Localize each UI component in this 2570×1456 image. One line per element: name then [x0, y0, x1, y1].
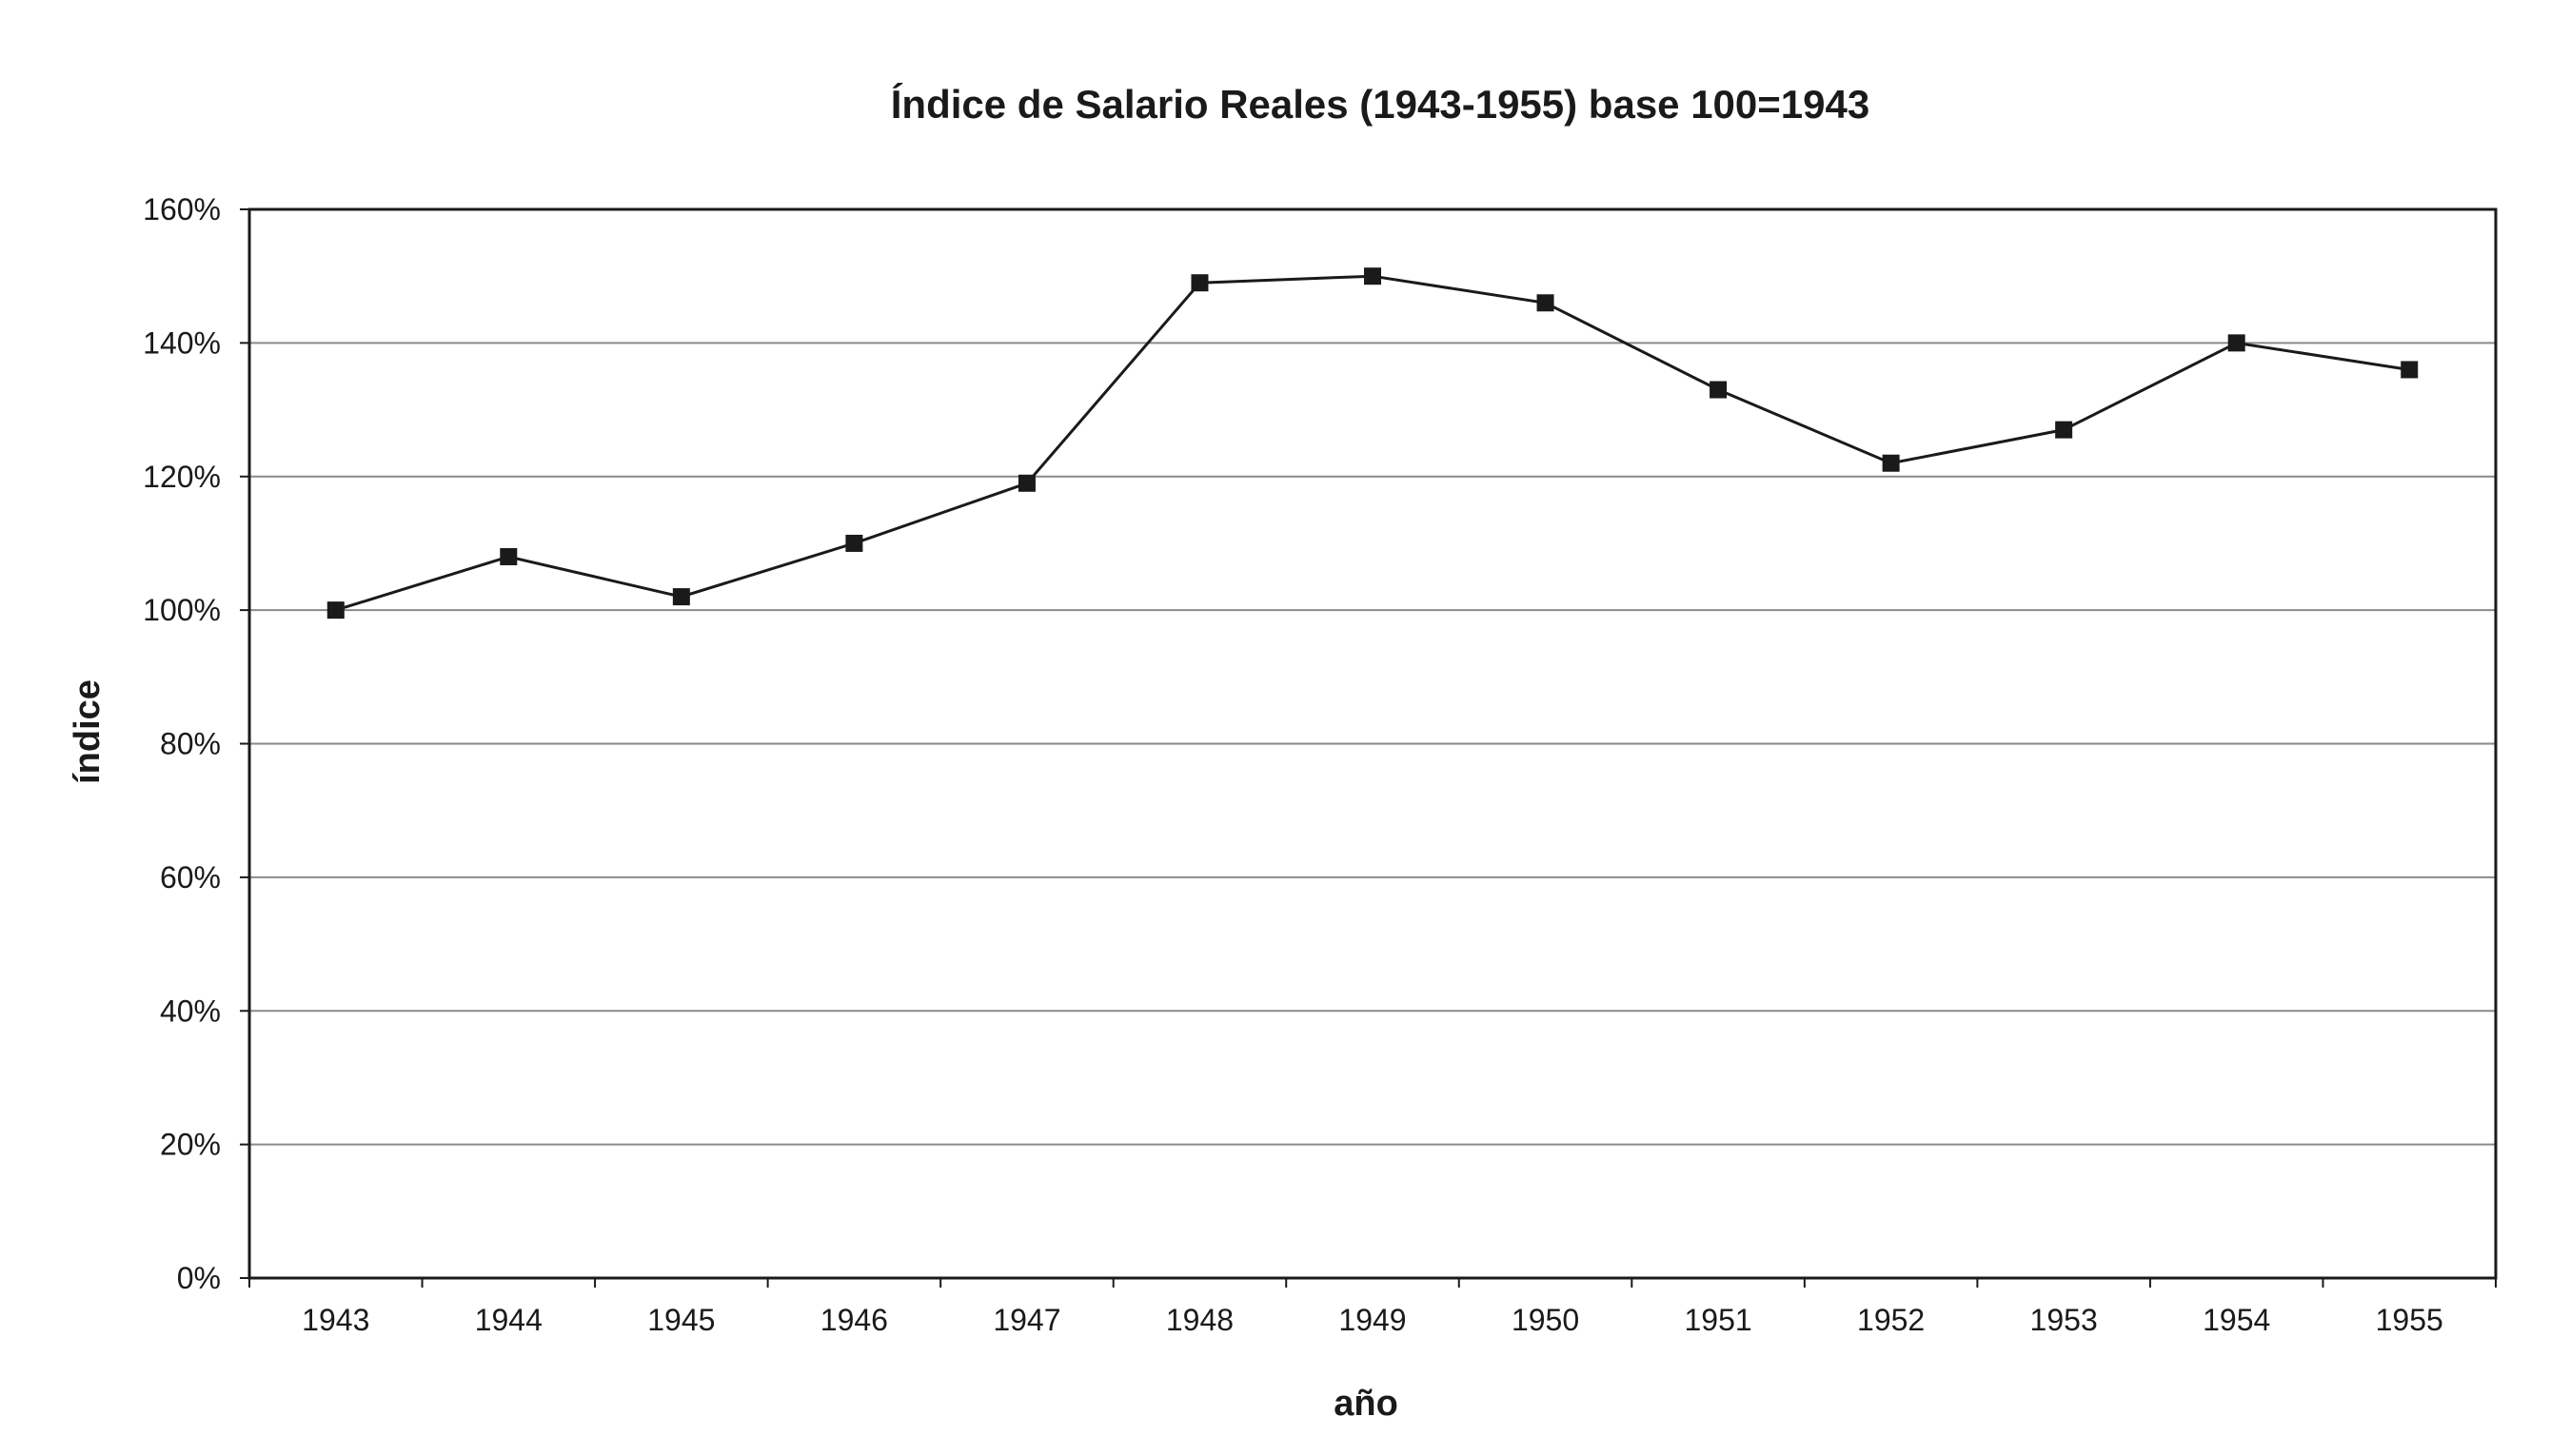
x-tick-label: 1953: [2030, 1303, 2098, 1337]
x-tick-label: 1947: [993, 1303, 1060, 1337]
x-tick-label: 1945: [647, 1303, 715, 1337]
y-tick-label: 80%: [160, 727, 221, 761]
y-tick-label: 120%: [143, 460, 221, 494]
data-point-marker: [500, 547, 518, 565]
data-point-marker: [2401, 361, 2419, 379]
x-axis-title: año: [1334, 1384, 1398, 1424]
plot-area-frame: [247, 207, 2498, 1280]
x-tick-label: 1951: [1684, 1303, 1751, 1337]
x-tick-label: 1955: [2376, 1303, 2443, 1337]
data-point-marker: [1882, 454, 1900, 472]
data-point-marker: [1710, 381, 1728, 399]
y-tick-label: 20%: [160, 1128, 221, 1162]
x-tick-label: 1943: [302, 1303, 369, 1337]
y-tick-label: 160%: [143, 192, 221, 226]
x-tick-label: 1950: [1512, 1303, 1579, 1337]
x-tick-label: 1954: [2203, 1303, 2270, 1337]
y-tick-label: 60%: [160, 860, 221, 895]
data-series: [326, 267, 2419, 620]
chart-title: Índice de Salario Reales (1943-1955) bas…: [891, 82, 1870, 127]
y-axis-ticks: 0% 20% 40% 60% 80% 100% 120% 140% 160%: [143, 192, 249, 1295]
series-line: [335, 274, 2410, 612]
y-tick-label: 100%: [143, 593, 221, 627]
y-tick-label: 140%: [143, 325, 221, 360]
data-point-marker: [2227, 334, 2245, 352]
x-axis-ticks: 1943 1944 1945 1946 1947 1948 1949 1950 1951 1952…: [248, 1278, 2497, 1337]
data-point-marker: [672, 588, 690, 606]
x-tick-label: 1946: [820, 1303, 888, 1337]
data-point-marker: [1018, 474, 1036, 492]
y-tick-label: 0%: [177, 1261, 221, 1295]
data-point-marker: [326, 601, 345, 620]
data-point-marker: [1364, 267, 1381, 285]
data-point-marker: [2055, 421, 2073, 439]
x-tick-label: 1948: [1166, 1303, 1234, 1337]
x-tick-label: 1944: [475, 1303, 543, 1337]
x-tick-label: 1952: [1857, 1303, 1925, 1337]
y-tick-label: 40%: [160, 994, 221, 1028]
y-axis-title: índice: [68, 679, 108, 784]
data-point-marker: [1191, 274, 1209, 292]
gridlines: [249, 342, 2496, 1146]
data-point-marker: [845, 534, 863, 552]
data-point-marker: [1536, 294, 1554, 312]
x-tick-label: 1949: [1338, 1303, 1406, 1337]
